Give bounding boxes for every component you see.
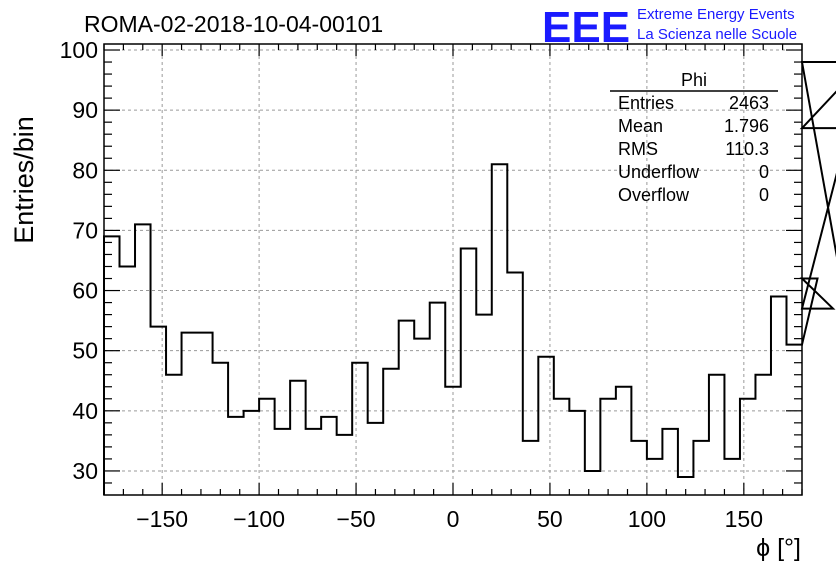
histogram-bin <box>383 369 399 495</box>
histogram-bin <box>244 411 260 495</box>
histogram-bin <box>352 363 368 495</box>
histogram-bin <box>523 441 539 495</box>
x-tick-label: −100 <box>233 506 285 532</box>
axis-ticks <box>103 44 803 495</box>
y-tick-label: 70 <box>72 217 98 243</box>
stats-title: Phi <box>681 70 707 90</box>
stats-value: 110.3 <box>725 139 769 159</box>
y-tick-label: 60 <box>72 278 98 304</box>
histogram-bin <box>135 224 151 495</box>
histogram-bin <box>724 459 740 495</box>
histogram-bin <box>430 303 446 495</box>
histogram-bin <box>569 411 585 495</box>
histogram-bin <box>461 248 477 495</box>
stats-label: Underflow <box>618 162 700 182</box>
histogram-bin <box>120 266 136 495</box>
histogram-bin <box>445 387 461 495</box>
histogram-bin <box>631 441 647 495</box>
histogram-bin <box>492 164 508 495</box>
x-tick-label: 50 <box>537 506 563 532</box>
stats-label: Mean <box>618 116 663 136</box>
histogram-bin <box>693 441 709 495</box>
x-tick-label: 0 <box>447 506 460 532</box>
y-tick-label: 100 <box>60 37 98 63</box>
x-tick-label: 150 <box>725 506 763 532</box>
y-axis-tick-labels: 30 40 50 60 70 80 90 100 <box>60 37 98 484</box>
histogram-bin <box>740 399 756 495</box>
stats-value: 0 <box>759 162 769 182</box>
histogram-bin <box>755 375 771 495</box>
stats-value: 0 <box>759 185 769 205</box>
histogram-bin <box>786 345 802 495</box>
y-tick-label: 90 <box>72 97 98 123</box>
histogram-bin <box>368 423 384 495</box>
logo-line-1: Extreme Energy Events <box>637 6 795 23</box>
stats-label: Entries <box>618 93 674 113</box>
stats-label: RMS <box>618 139 658 159</box>
histogram-bin <box>399 321 415 495</box>
histogram-bin <box>507 273 523 495</box>
histogram-bin <box>600 399 616 495</box>
histogram-bin <box>538 357 554 495</box>
chart-title: ROMA-02-2018-10-04-00101 <box>84 11 383 37</box>
stats-rows: Entries 2463 Mean 1.796 RMS 110.3 Underflow 0 Ov… <box>618 93 769 205</box>
histogram-bin <box>228 417 244 495</box>
histogram-bin <box>414 339 430 495</box>
histogram-bin <box>554 399 570 495</box>
histogram-bin <box>166 375 182 495</box>
histogram-bin <box>321 417 337 495</box>
histogram-bin <box>259 399 275 495</box>
y-axis-label: Entries/bin <box>9 116 39 244</box>
x-axis-label: ϕ [°] <box>756 534 801 562</box>
x-tick-label: 100 <box>628 506 666 532</box>
histogram-bin <box>290 381 306 495</box>
y-tick-label: 80 <box>72 157 98 183</box>
histogram-bin <box>306 429 322 495</box>
x-tick-label: −50 <box>337 506 376 532</box>
histogram-bin <box>585 471 601 495</box>
eee-logo: EEE Extreme Energy Events La Scienza nel… <box>542 3 797 52</box>
histogram-bin <box>104 236 120 495</box>
stats-box: Phi Entries 2463 Mean 1.796 RMS 110.3 Underflo… <box>610 70 778 205</box>
histogram-bin <box>182 333 198 495</box>
histogram-bin <box>662 429 678 495</box>
x-tick-label: −150 <box>136 506 188 532</box>
logo-line-2: La Scienza nelle Scuole <box>637 26 797 43</box>
histogram-bin <box>616 387 632 495</box>
histogram-bin <box>275 429 291 495</box>
histogram-bin <box>647 459 663 495</box>
stats-value: 2463 <box>729 93 769 113</box>
histogram-bin <box>337 435 353 495</box>
logo-mark: EEE <box>542 3 630 52</box>
y-tick-label: 30 <box>72 458 98 484</box>
y-tick-label: 40 <box>72 398 98 424</box>
x-axis-tick-labels: −150 −100 −50 0 50 100 150 <box>136 506 763 532</box>
histogram-bin <box>476 315 492 495</box>
histogram-bin <box>151 327 167 495</box>
histogram-bin <box>213 363 229 495</box>
stats-label: Overflow <box>618 185 690 205</box>
histogram-bin <box>197 333 213 495</box>
y-tick-label: 50 <box>72 338 98 364</box>
histogram-bin <box>709 375 725 495</box>
histogram-bin <box>771 297 787 495</box>
histogram-series <box>103 61 836 495</box>
stats-value: 1.796 <box>724 116 769 136</box>
